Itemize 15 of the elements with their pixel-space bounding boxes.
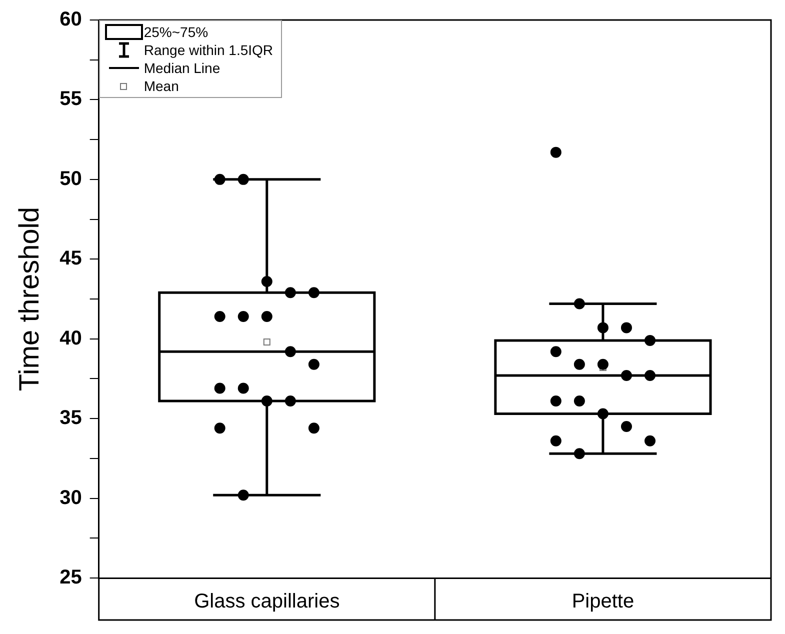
y-tick-label: 55 — [60, 88, 82, 110]
y-tick-label: 30 — [60, 486, 82, 509]
annotation: 25%~75% — [144, 23, 208, 41]
y-tick-label: 60 — [60, 8, 82, 31]
annotation: Range within 1.5IQR — [144, 41, 274, 59]
y-tick-label: 50 — [60, 168, 82, 190]
y-tick-label: 40 — [60, 327, 82, 350]
y-tick-label: 45 — [60, 248, 82, 270]
annotation: Median Line — [144, 59, 220, 77]
y-tick-label: 35 — [60, 407, 82, 430]
y-axis-title: Time threshold — [14, 206, 45, 392]
x-tick-label: Pipette — [572, 590, 634, 613]
x-tick-label: Glass capillaries — [194, 590, 340, 613]
annotation: Mean — [144, 77, 179, 95]
y-tick-label: 25 — [60, 566, 82, 589]
